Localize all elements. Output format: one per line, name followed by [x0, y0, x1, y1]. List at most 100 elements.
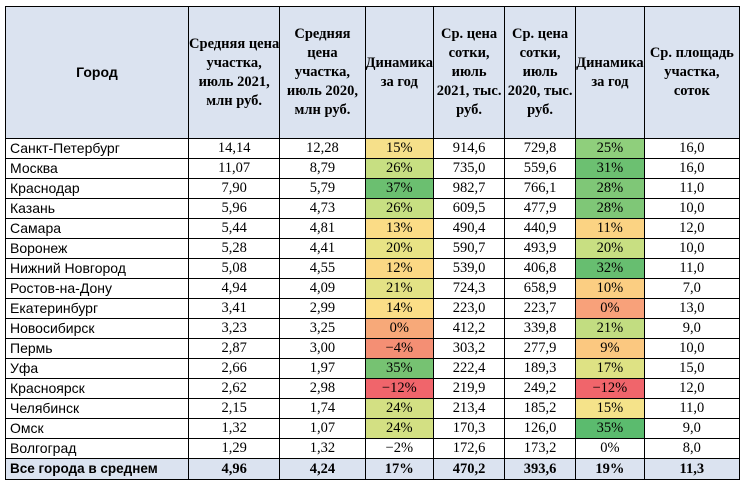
sotka-2020-cell: 249,2	[504, 378, 577, 399]
area-cell: 11,0	[643, 178, 740, 199]
city-cell: Самара	[5, 218, 189, 239]
price-dynamics-cell: 24%	[364, 418, 435, 439]
city-cell: Казань	[5, 198, 189, 219]
sotka-2021-cell: 490,4	[433, 218, 506, 239]
sotka-2021-cell: 590,7	[433, 238, 506, 259]
price-dynamics-cell: 26%	[364, 158, 435, 179]
price-2021-cell: 2,15	[187, 398, 281, 419]
area-cell: 7,0	[643, 278, 740, 299]
price-dynamics-cell: 13%	[364, 218, 435, 239]
table-row: Омск 1,32 1,07 24% 170,3 126,0 35% 9,0	[5, 418, 740, 439]
table-row: Уфа 2,66 1,97 35% 222,4 189,3 17% 15,0	[5, 358, 740, 379]
sotka-dynamics-cell: 0%	[575, 298, 645, 319]
price-dynamics-cell: 37%	[364, 178, 435, 199]
table-footer: Все города в среднем 4,96 4,24 17% 470,2…	[5, 458, 740, 480]
total-sotka-2021: 470,2	[433, 458, 506, 480]
price-2020-cell: 4,81	[279, 218, 366, 239]
price-2021-cell: 14,14	[187, 138, 281, 159]
area-cell: 8,0	[643, 438, 740, 459]
city-cell: Пермь	[5, 338, 189, 359]
sotka-dynamics-cell: 0%	[575, 438, 645, 459]
sotka-2021-cell: 219,9	[433, 378, 506, 399]
area-cell: 13,0	[643, 298, 740, 319]
total-area: 11,3	[643, 458, 740, 480]
sotka-2021-cell: 914,6	[433, 138, 506, 159]
table-row: Москва 11,07 8,79 26% 735,0 559,6 31% 16,0	[5, 158, 740, 179]
sotka-2020-cell: 126,0	[504, 418, 577, 439]
price-2021-cell: 5,28	[187, 238, 281, 259]
total-price-2021: 4,96	[187, 458, 281, 480]
sotka-2020-cell: 223,7	[504, 298, 577, 319]
price-2021-cell: 2,66	[187, 358, 281, 379]
table-row: Краснодар 7,90 5,79 37% 982,7 766,1 28% 11,0	[5, 178, 740, 199]
price-2021-cell: 7,90	[187, 178, 281, 199]
header-price-2021: Средняя цена участка, июль 2021, млн руб…	[187, 6, 281, 139]
price-dynamics-cell: 26%	[364, 198, 435, 219]
area-cell: 12,0	[643, 218, 740, 239]
sotka-2021-cell: 539,0	[433, 258, 506, 279]
sotka-2020-cell: 658,9	[504, 278, 577, 299]
city-cell: Санкт-Петербург	[5, 138, 189, 159]
price-2020-cell: 1,74	[279, 398, 366, 419]
price-2020-cell: 5,79	[279, 178, 366, 199]
sotka-2020-cell: 477,9	[504, 198, 577, 219]
sotka-2021-cell: 982,7	[433, 178, 506, 199]
price-2020-cell: 8,79	[279, 158, 366, 179]
price-2021-cell: 5,08	[187, 258, 281, 279]
price-2020-cell: 3,00	[279, 338, 366, 359]
area-cell: 10,0	[643, 338, 740, 359]
header-price-dynamics: Динамика за год	[364, 6, 435, 139]
price-2021-cell: 1,32	[187, 418, 281, 439]
total-sotka-2020: 393,6	[504, 458, 577, 480]
total-sotka-dynamics: 19%	[575, 458, 645, 480]
sotka-2020-cell: 493,9	[504, 238, 577, 259]
sotka-dynamics-cell: 10%	[575, 278, 645, 299]
city-cell: Новосибирск	[5, 318, 189, 339]
area-cell: 15,0	[643, 358, 740, 379]
table-row: Красноярск 2,62 2,98 −12% 219,9 249,2 −12% 12,0	[5, 378, 740, 399]
city-cell: Москва	[5, 158, 189, 179]
city-cell: Ростов-на-Дону	[5, 278, 189, 299]
header-city: Город	[5, 6, 189, 139]
sotka-2020-cell: 277,9	[504, 338, 577, 359]
price-2021-cell: 2,62	[187, 378, 281, 399]
sotka-2021-cell: 213,4	[433, 398, 506, 419]
sotka-dynamics-cell: 9%	[575, 338, 645, 359]
table-row: Нижний Новгород 5,08 4,55 12% 539,0 406,8 32% 1…	[5, 258, 740, 279]
price-2020-cell: 12,28	[279, 138, 366, 159]
price-2020-cell: 4,73	[279, 198, 366, 219]
sotka-2021-cell: 412,2	[433, 318, 506, 339]
sotka-dynamics-cell: −12%	[575, 378, 645, 399]
sotka-dynamics-cell: 21%	[575, 318, 645, 339]
price-dynamics-cell: −4%	[364, 338, 435, 359]
sotka-dynamics-cell: 15%	[575, 398, 645, 419]
sotka-2020-cell: 339,8	[504, 318, 577, 339]
table-row: Челябинск 2,15 1,74 24% 213,4 185,2 15% 11,0	[5, 398, 740, 419]
price-2020-cell: 1,97	[279, 358, 366, 379]
header-area: Ср. площадь участка, соток	[643, 6, 740, 139]
total-price-2020: 4,24	[279, 458, 366, 480]
sotka-dynamics-cell: 28%	[575, 178, 645, 199]
table-row: Санкт-Петербург 14,14 12,28 15% 914,6 729,8 25…	[5, 138, 740, 159]
sotka-2021-cell: 223,0	[433, 298, 506, 319]
sotka-2021-cell: 172,6	[433, 438, 506, 459]
price-2020-cell: 4,55	[279, 258, 366, 279]
total-label: Все города в среднем	[5, 458, 189, 480]
total-row: Все города в среднем 4,96 4,24 17% 470,2…	[5, 458, 740, 480]
price-dynamics-cell: 20%	[364, 238, 435, 259]
area-cell: 16,0	[643, 138, 740, 159]
sotka-2020-cell: 406,8	[504, 258, 577, 279]
table-row: Екатеринбург 3,41 2,99 14% 223,0 223,7 0% 13,0	[5, 298, 740, 319]
sotka-2020-cell: 729,8	[504, 138, 577, 159]
sotka-2020-cell: 189,3	[504, 358, 577, 379]
price-dynamics-cell: 0%	[364, 318, 435, 339]
price-dynamics-cell: 35%	[364, 358, 435, 379]
table-row: Пермь 2,87 3,00 −4% 303,2 277,9 9% 10,0	[5, 338, 740, 359]
table-row: Волгоград 1,29 1,32 −2% 172,6 173,2 0% 8,0	[5, 438, 740, 459]
price-table-wrapper: Город Средняя цена участка, июль 2021, м…	[5, 6, 740, 480]
sotka-dynamics-cell: 17%	[575, 358, 645, 379]
price-2020-cell: 1,07	[279, 418, 366, 439]
table-header: Город Средняя цена участка, июль 2021, м…	[5, 6, 740, 139]
area-cell: 11,0	[643, 398, 740, 419]
sotka-dynamics-cell: 20%	[575, 238, 645, 259]
